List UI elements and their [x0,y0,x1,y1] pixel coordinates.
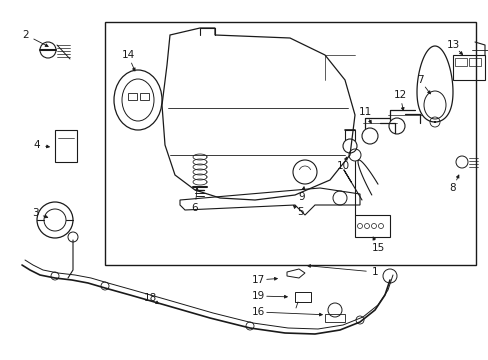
Text: 3: 3 [32,208,38,218]
Text: 15: 15 [370,243,384,253]
Text: 2: 2 [22,30,29,40]
Bar [452,55,484,80]
Text: 18: 18 [143,293,156,303]
Text: 5: 5 [296,207,303,217]
Bar [140,93,149,100]
Text: 10: 10 [336,161,349,171]
Text: 11: 11 [358,107,371,117]
Text: 14: 14 [121,50,134,60]
Text: 8: 8 [449,183,455,193]
Text: 7: 7 [416,75,423,85]
Text: 19: 19 [251,291,264,301]
Bar [325,314,345,322]
Bar [454,58,466,66]
Bar [55,130,77,162]
Bar [294,292,310,302]
Text: 12: 12 [392,90,406,100]
Text: 9: 9 [298,192,305,202]
Text: 4: 4 [34,140,40,150]
Bar [105,22,475,265]
Text: 6: 6 [191,203,198,213]
Text: 1: 1 [371,267,378,277]
Text: 13: 13 [446,40,459,50]
Text: 16: 16 [251,307,264,317]
Bar [354,215,389,237]
Bar [468,58,480,66]
Text: 17: 17 [251,275,264,285]
Bar [128,93,137,100]
